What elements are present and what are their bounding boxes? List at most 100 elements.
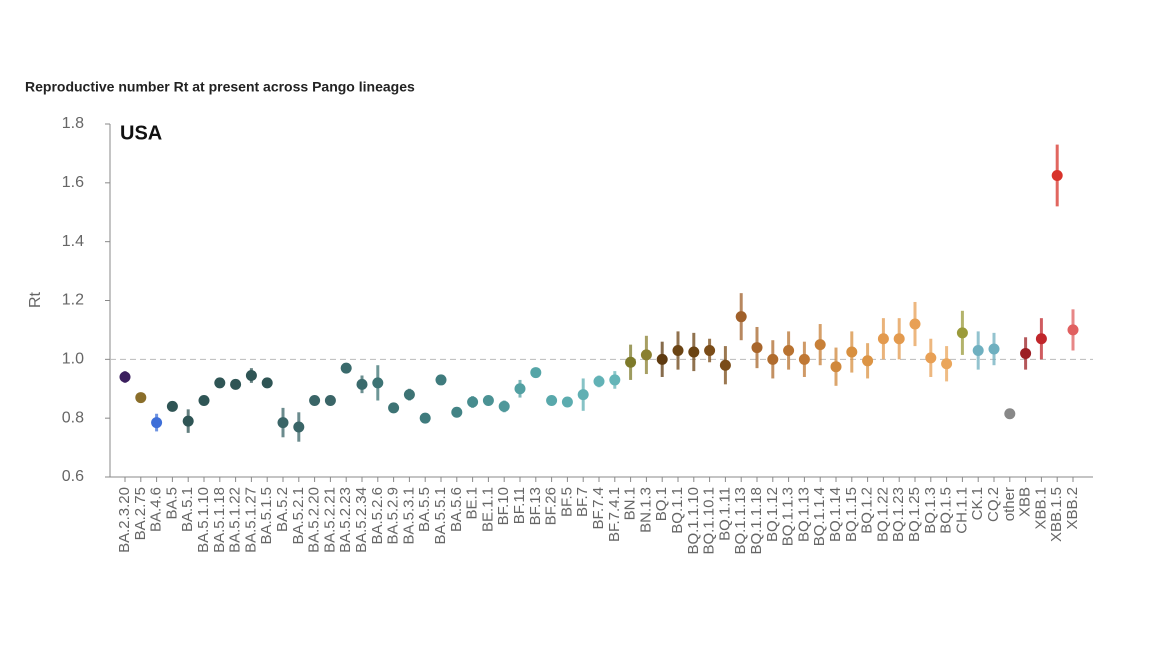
x-tick-label: BA.5.2.1 — [290, 487, 307, 545]
point — [356, 378, 368, 390]
x-tick-label: BQ.1.1.10 — [685, 487, 702, 555]
point — [403, 389, 415, 401]
y-tick-label: 1.2 — [62, 292, 84, 309]
point — [1004, 408, 1016, 420]
point — [830, 361, 842, 373]
x-tick-label: BF.5 — [558, 487, 575, 517]
x-tick-label: BA.5.6 — [448, 487, 465, 532]
chart-title: Reproductive number Rt at present across… — [25, 79, 415, 95]
x-tick-label: BQ.1.1 — [669, 487, 686, 534]
x-tick-label: BA.4.6 — [148, 487, 165, 532]
point — [214, 377, 226, 389]
point — [625, 356, 637, 368]
x-tick-label: BQ.1.1.13 — [732, 487, 749, 555]
x-tick-label: BQ.1 — [653, 487, 670, 521]
x-tick-label: BQ.1.14 — [827, 487, 844, 542]
point — [561, 396, 573, 408]
x-tick-label: BN.1.3 — [637, 487, 654, 533]
point — [482, 395, 494, 407]
point — [798, 353, 810, 365]
point — [1020, 347, 1032, 359]
x-tick-label: XBB.1 — [1032, 487, 1049, 530]
x-tick-label: BA.5 — [163, 487, 180, 520]
x-tick-label: BF.7.4.1 — [606, 487, 623, 542]
x-tick-label: BQ.1.1.4 — [811, 487, 828, 546]
x-tick-label: CK.1 — [969, 487, 986, 520]
point — [198, 395, 210, 407]
x-tick-label: BA.5.2.20 — [306, 487, 323, 553]
point — [767, 353, 779, 365]
point — [688, 346, 700, 358]
point — [372, 377, 384, 389]
x-tick-label: BQ.1.10.1 — [701, 487, 718, 555]
x-tick-label: BF.11 — [511, 487, 528, 524]
x-tick-label: XBB.2 — [1064, 487, 1081, 530]
x-tick-label: BQ.1.22 — [874, 487, 891, 542]
x-tick-label: BA.5.5 — [416, 487, 433, 532]
x-tick-label: BA.5.2.9 — [385, 487, 402, 545]
point — [245, 370, 257, 382]
point — [893, 333, 905, 345]
point — [593, 375, 605, 387]
x-tick-label: BQ.1.25 — [906, 487, 923, 542]
point — [956, 327, 968, 339]
point — [941, 358, 953, 370]
y-tick-label: 1.0 — [62, 351, 84, 368]
x-tick-label: BA.5.3.1 — [400, 487, 417, 545]
x-tick-label: BQ.1.3 — [922, 487, 939, 534]
x-tick-label: BA.5.2 — [274, 487, 291, 532]
point — [166, 400, 178, 412]
y-axis-label: Rt — [27, 291, 44, 308]
x-tick-label: BA.5.1.5 — [258, 487, 275, 545]
point — [135, 392, 147, 404]
point — [530, 367, 542, 379]
point — [119, 371, 131, 383]
point — [988, 343, 1000, 355]
x-tick-label: BQ.1.12 — [764, 487, 781, 542]
x-tick-label: BA.5.2.6 — [369, 487, 386, 545]
x-tick-label: BQ.1.23 — [890, 487, 907, 542]
x-tick-label: BA.5.2.21 — [321, 487, 338, 553]
point — [972, 345, 984, 357]
point — [846, 346, 858, 358]
point — [546, 395, 558, 407]
point — [751, 342, 763, 354]
x-tick-label: BF.26 — [543, 487, 560, 525]
point — [1035, 333, 1047, 345]
point — [230, 378, 242, 390]
point — [862, 355, 874, 367]
point — [909, 318, 921, 330]
point — [1051, 169, 1063, 181]
x-tick-label: BE.1 — [464, 487, 481, 520]
point — [261, 377, 273, 389]
x-tick-label: BA.5.1.22 — [227, 487, 244, 553]
point — [277, 417, 289, 429]
point — [577, 389, 589, 401]
point — [1067, 324, 1079, 336]
x-tick-label: CH.1.1 — [953, 487, 970, 534]
x-tick-label: BF.7 — [574, 487, 591, 517]
x-tick-label: BN.1 — [622, 487, 639, 520]
point — [293, 421, 305, 433]
x-tick-label: BA.5.1.18 — [211, 487, 228, 553]
y-tick-label: 0.6 — [62, 468, 84, 485]
x-tick-label: BQ.1.15 — [843, 487, 860, 542]
point — [435, 374, 447, 386]
point — [340, 362, 352, 374]
x-tick-label: BE.1.1 — [479, 487, 496, 532]
x-tick-label: BQ.1.1.3 — [780, 487, 797, 546]
x-tick-label: BA.5.2.23 — [337, 487, 354, 553]
point — [877, 333, 889, 345]
x-tick-label: BA.5.2.34 — [353, 487, 370, 553]
x-tick-label: BA.2.3.20 — [116, 487, 133, 553]
x-tick-label: BA.2.75 — [132, 487, 149, 540]
point — [324, 395, 336, 407]
y-tick-label: 1.8 — [62, 115, 84, 132]
x-tick-label: BA.5.1.27 — [242, 487, 259, 553]
x-tick-label: BQ.1.13 — [795, 487, 812, 542]
point — [498, 400, 510, 412]
point — [451, 406, 463, 418]
point — [704, 345, 716, 357]
x-tick-label: BF.10 — [495, 487, 512, 525]
point — [514, 383, 526, 395]
